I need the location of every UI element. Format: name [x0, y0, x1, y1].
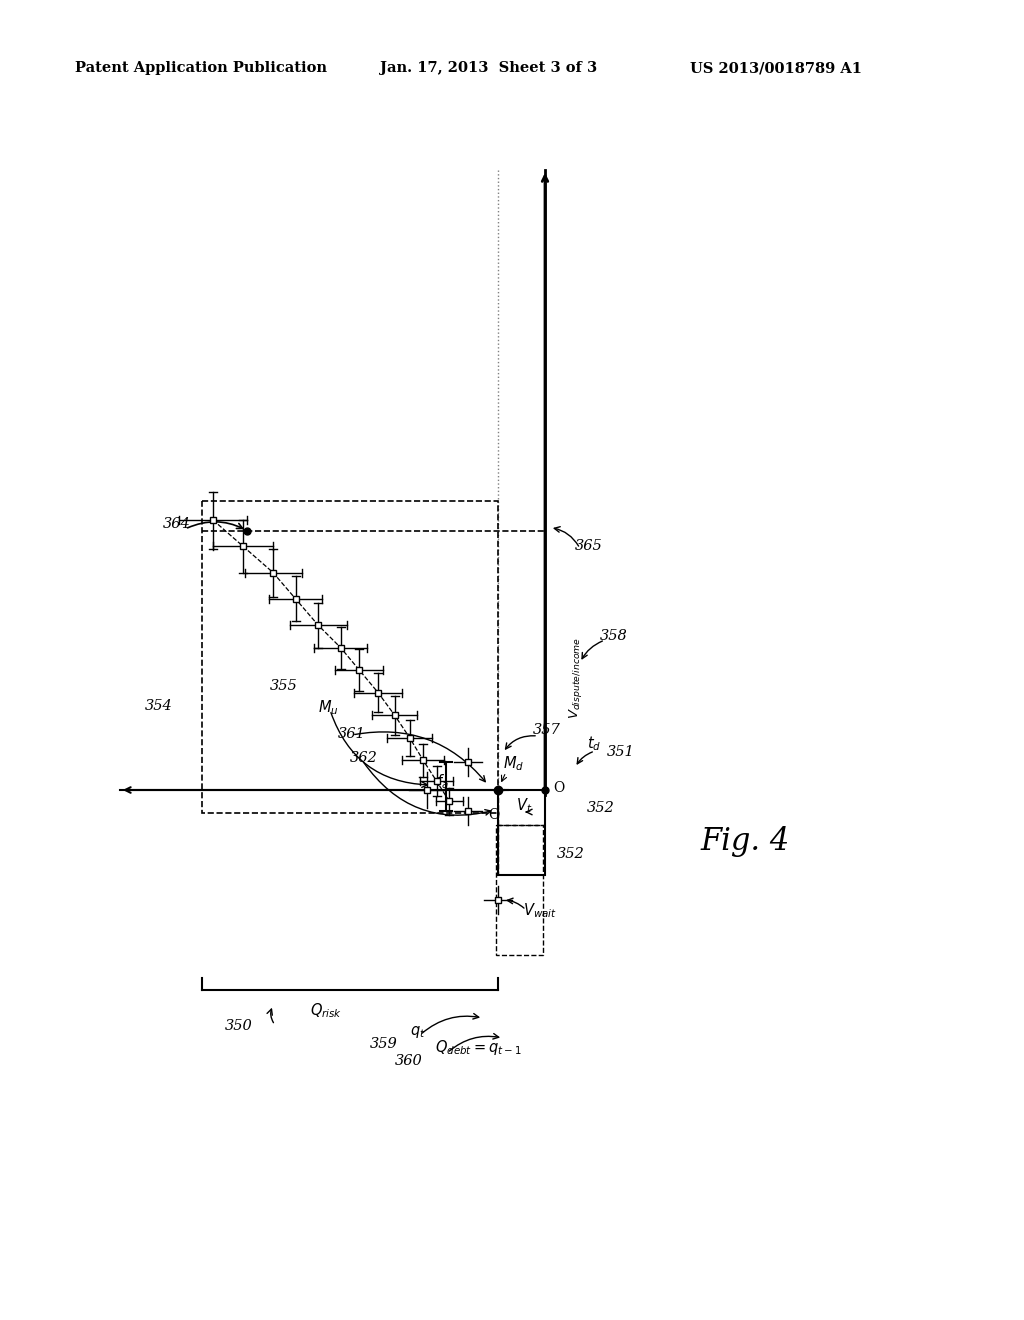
Text: O: O [553, 781, 564, 795]
Text: 365: 365 [575, 539, 603, 553]
Text: 362: 362 [350, 751, 378, 766]
Text: 354: 354 [145, 700, 173, 713]
Text: 352: 352 [587, 801, 614, 814]
Text: O: O [488, 808, 500, 822]
Bar [498, 789, 545, 875]
Text: 364: 364 [163, 516, 190, 531]
Text: $q_t$: $q_t$ [410, 1024, 426, 1040]
Text: Fig. 4: Fig. 4 [700, 826, 790, 857]
Text: US 2013/0018789 A1: US 2013/0018789 A1 [690, 61, 862, 75]
Text: $M_d$: $M_d$ [503, 754, 524, 772]
Bar [496, 825, 543, 954]
Text: 350: 350 [225, 1019, 253, 1034]
Text: 357: 357 [534, 723, 561, 737]
Text: 352: 352 [557, 847, 585, 861]
Text: Patent Application Publication: Patent Application Publication [75, 61, 327, 75]
Bar [202, 502, 498, 813]
Text: $t_d$: $t_d$ [587, 735, 601, 754]
Text: $V_{dispute/income}$: $V_{dispute/income}$ [566, 636, 584, 718]
Text: $f_a$: $f_a$ [436, 772, 449, 791]
Text: $M_u$: $M_u$ [318, 698, 339, 717]
Text: $V_{wait}$: $V_{wait}$ [523, 902, 557, 920]
Text: 361: 361 [338, 727, 366, 741]
Text: 351: 351 [607, 746, 635, 759]
Text: $V_t$: $V_t$ [516, 796, 532, 814]
Text: 355: 355 [270, 678, 298, 693]
Text: $Q_{risk}$: $Q_{risk}$ [310, 1001, 342, 1019]
Text: 359: 359 [370, 1038, 397, 1051]
Text: $Q_{debt}=q_{t-1}$: $Q_{debt}=q_{t-1}$ [435, 1038, 521, 1057]
Text: Jan. 17, 2013  Sheet 3 of 3: Jan. 17, 2013 Sheet 3 of 3 [380, 61, 597, 75]
Text: 358: 358 [600, 630, 628, 643]
Text: 360: 360 [395, 1053, 423, 1068]
